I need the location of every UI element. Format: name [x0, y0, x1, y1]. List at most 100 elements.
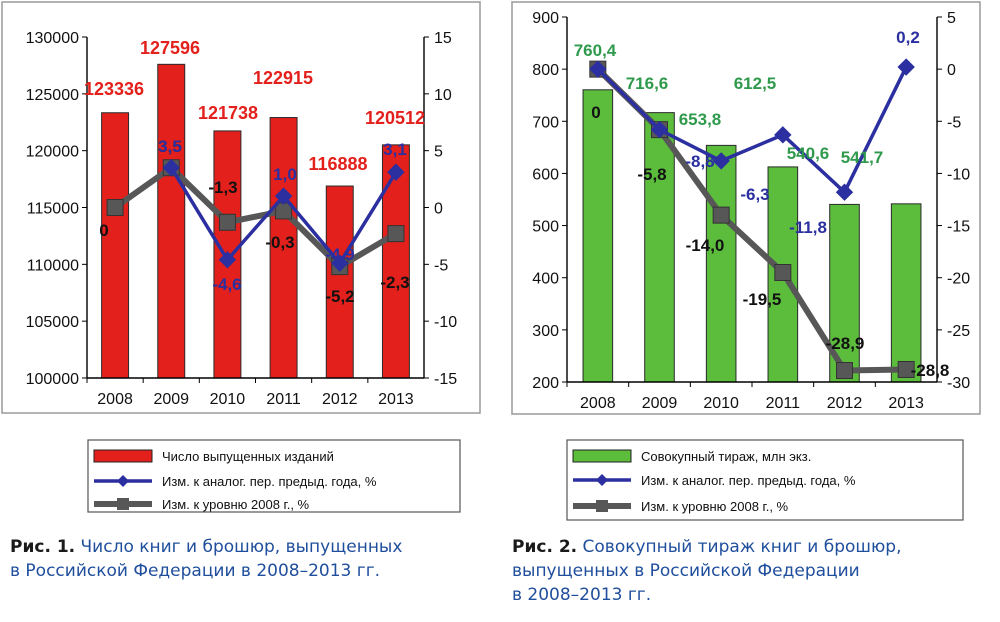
y2-tick-label: 10	[434, 87, 452, 104]
series-data-label-2008-level: -1,3	[208, 178, 237, 197]
series-data-label-2008-level: 0	[591, 103, 600, 122]
y-tick-label: 200	[532, 375, 559, 392]
y2-tick-label: -25	[947, 323, 970, 340]
series-marker-yoy	[589, 60, 607, 78]
y-tick-label: 115000	[27, 201, 79, 218]
series-marker-yoy	[897, 58, 915, 76]
bar	[705, 144, 737, 383]
series-data-label-yoy: 3,5	[158, 137, 182, 156]
caption-text-line: Совокупный тираж книг и брошюр,	[582, 537, 902, 557]
chart-total-circulation: 200300400500600700800900-30-25-20-15-10-…	[511, 1, 981, 521]
y-tick-label: 400	[532, 271, 559, 288]
series-marker-yoy	[835, 183, 854, 201]
series-data-label-2008-level: -19,5	[743, 290, 782, 309]
series-data-label-2008-level: -28,8	[911, 361, 950, 380]
series-marker-yoy	[218, 251, 237, 269]
y2-tick-label: -15	[434, 371, 457, 388]
x-tick-label: 2009	[642, 395, 678, 412]
bar	[269, 117, 298, 379]
bar	[890, 203, 922, 383]
y-tick-label: 800	[532, 62, 559, 79]
y-tick-label: 600	[532, 166, 559, 183]
series-data-label-yoy: -6,3	[740, 185, 769, 204]
bar	[101, 112, 130, 379]
x-tick-label: 2013	[378, 391, 414, 408]
series-data-label-yoy: -11,8	[789, 218, 827, 237]
y2-tick-label: -15	[947, 219, 970, 236]
x-tick-label: 2009	[153, 391, 189, 408]
bar-data-label: 123336	[84, 79, 144, 99]
bar	[582, 89, 614, 383]
y2-tick-label: -10	[947, 166, 970, 183]
y2-tick-label: 0	[947, 62, 956, 79]
series-data-label-yoy: -8,8	[685, 152, 714, 171]
y2-tick-label: 0	[434, 201, 443, 218]
series-line-yoy	[596, 66, 908, 194]
x-tick-label: 2012	[322, 391, 358, 408]
series-marker-yoy	[162, 159, 180, 177]
bar-data-label: 541,7	[841, 148, 884, 167]
bar	[325, 185, 354, 379]
y-tick-label: 110000	[27, 257, 79, 274]
bar-data-label: 612,5	[734, 74, 777, 93]
series-marker-2008-level	[106, 199, 124, 216]
series-marker-yoy	[387, 163, 405, 181]
caption-label: Рис. 1.	[10, 537, 76, 557]
legend-marker-yoy	[117, 475, 129, 487]
legend-marker-2008-level	[596, 500, 608, 512]
legend-swatch-bar	[572, 449, 632, 463]
y-tick-label: 300	[532, 323, 559, 340]
bar	[157, 63, 186, 379]
series-data-label-yoy: -4,9	[325, 245, 354, 264]
y2-tick-label: 5	[434, 144, 443, 161]
series-data-label-2008-level: -2,3	[380, 273, 409, 292]
legend-swatch-bar	[93, 449, 153, 463]
caption-text-line: в 2008–2013 гг.	[512, 585, 652, 605]
y2-tick-label: -10	[434, 314, 457, 331]
caption-text-line: выпущенных в Российской Федерации	[512, 561, 860, 581]
x-tick-label: 2011	[766, 395, 801, 412]
legend-marker-2008-level	[117, 498, 129, 510]
bar-data-label: 653,8	[679, 110, 722, 129]
series-marker-yoy	[331, 254, 349, 272]
series-data-label-2008-level: 0	[99, 221, 108, 240]
legend-label: Изм. к аналог. пер. предыд. года, %	[162, 474, 377, 489]
series-marker-yoy	[774, 126, 792, 144]
series-data-label-2008-level: -5,2	[325, 287, 354, 306]
chart-books-count: 100000 105000 110000 115000 120000 125000 1300…	[1, 1, 481, 513]
bar-data-label: 121738	[198, 103, 258, 123]
bar-data-label: 116888	[308, 154, 367, 174]
series-marker-2008-level	[836, 362, 853, 380]
series-marker-yoy	[650, 120, 669, 139]
legend-label: Число выпущенных изданий	[162, 449, 334, 464]
y2-tick-label: 15	[434, 30, 452, 47]
y2-tick-label: -5	[434, 257, 448, 274]
y2-tick-label: 5	[947, 10, 956, 27]
series-data-label-2008-level: 3,5	[158, 137, 182, 156]
y-tick-label: 700	[532, 114, 559, 131]
series-marker-2008-level	[774, 264, 792, 281]
series-marker-yoy	[274, 187, 293, 205]
y-tick-label: 500	[532, 219, 559, 236]
series-marker-2008-level	[387, 225, 405, 243]
x-tick-label: 2008	[97, 391, 133, 408]
series-data-label-2008-level: -5,8	[637, 165, 666, 184]
caption-label: Рис. 2.	[512, 537, 578, 557]
series-data-label-yoy: 1,0	[273, 165, 297, 184]
y-tick-label: 900	[532, 10, 559, 27]
x-tick-label: 2012	[827, 395, 863, 412]
legend-box	[566, 439, 964, 521]
series-marker-2008-level	[897, 360, 915, 378]
x-tick-label: 2010	[703, 395, 739, 412]
bar-data-label: 120512	[365, 108, 425, 128]
plot-area	[87, 37, 424, 378]
figure-caption-1: Рис. 1. Число книг и брошюр, выпущенных …	[10, 535, 402, 583]
bar-data-label: 122915	[253, 68, 313, 88]
y2-tick-label: -5	[947, 114, 961, 131]
figure-caption-2: Рис. 2. Совокупный тираж книг и брошюр, …	[512, 535, 902, 607]
legend-marker-yoy	[596, 474, 608, 486]
series-marker-2008-level	[218, 213, 236, 231]
legend-label: Совокупный тираж, млн экз.	[641, 449, 811, 464]
series-data-label-2008-level: -14,0	[686, 236, 725, 255]
y-tick-label: 120000	[26, 144, 79, 161]
